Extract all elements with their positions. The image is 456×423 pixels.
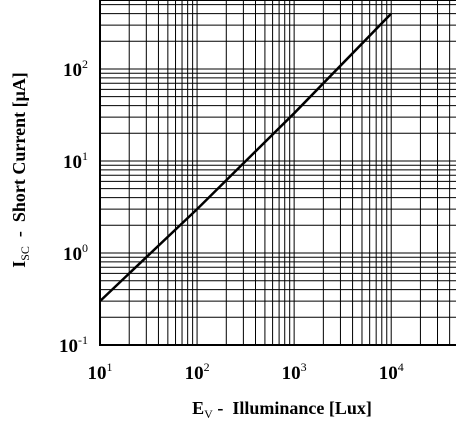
x-tick-label: 101 [88, 360, 113, 384]
y-axis-label: ISC - Short Current [μA] [9, 72, 32, 268]
y-tick-labels: 10-1 100 101 102 [59, 57, 88, 357]
x-tick-labels: 101 102 103 104 [88, 360, 404, 384]
y-tick-label: 102 [63, 57, 88, 81]
x-tick-label: 102 [185, 360, 210, 384]
y-tick-label: 100 [63, 241, 88, 265]
x-tick-label: 103 [282, 360, 307, 384]
plot-frame [99, 0, 456, 346]
chart-grid [99, 0, 456, 346]
y-tick-label: 101 [63, 149, 88, 173]
series-line [99, 12, 393, 303]
x-tick-label: 104 [379, 360, 404, 384]
y-tick-label: 10-1 [59, 333, 88, 357]
x-axis-label: EV - Illuminance [Lux] [192, 398, 372, 421]
chart-series [99, 12, 393, 303]
